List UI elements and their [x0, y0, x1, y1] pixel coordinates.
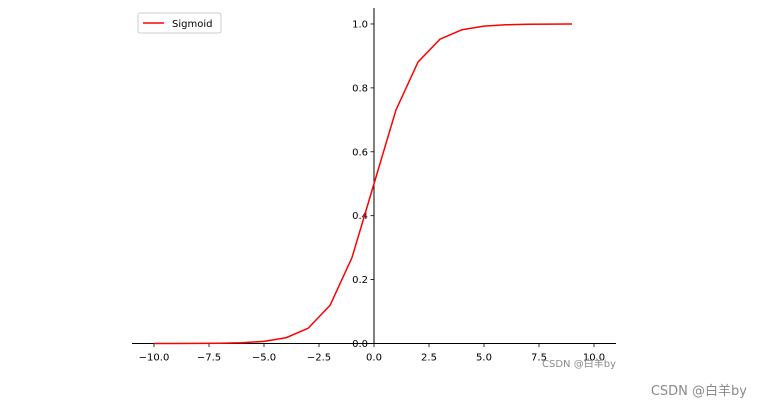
legend-label-sigmoid: Sigmoid	[172, 19, 212, 30]
y-tick-label: 0.8	[352, 83, 368, 94]
y-tick-label: 1.0	[352, 19, 368, 30]
x-tick-label: −2.5	[307, 353, 331, 364]
x-tick-label: 10.0	[583, 353, 605, 364]
x-tick-label: 2.5	[421, 353, 437, 364]
inner-watermark: CSDN @白羊by	[542, 357, 616, 370]
outer-watermark: CSDN @白羊by	[650, 384, 747, 399]
y-tick-label: 0.2	[352, 275, 368, 286]
legend: Sigmoid	[137, 12, 222, 34]
y-tick-label: 0.0	[352, 339, 368, 350]
x-tick-label: −5.0	[252, 353, 276, 364]
y-tick-label: 0.4	[352, 211, 368, 222]
x-tick-label: −7.5	[197, 353, 221, 364]
x-tick-label: 0.0	[366, 353, 382, 364]
series-line-sigmoid	[153, 23, 573, 345]
x-tick-label: 7.5	[531, 353, 547, 364]
plot-area: −10.0 −7.5 −5.0 −2.5 0.0 2.5 5.0 7.5 10.0 0.0 0.2 0…	[132, 8, 616, 364]
x-tick-label: −10.0	[139, 353, 170, 364]
legend-box	[137, 12, 222, 34]
y-tick-label: 0.6	[352, 147, 368, 158]
x-tick-label: 5.0	[476, 353, 492, 364]
